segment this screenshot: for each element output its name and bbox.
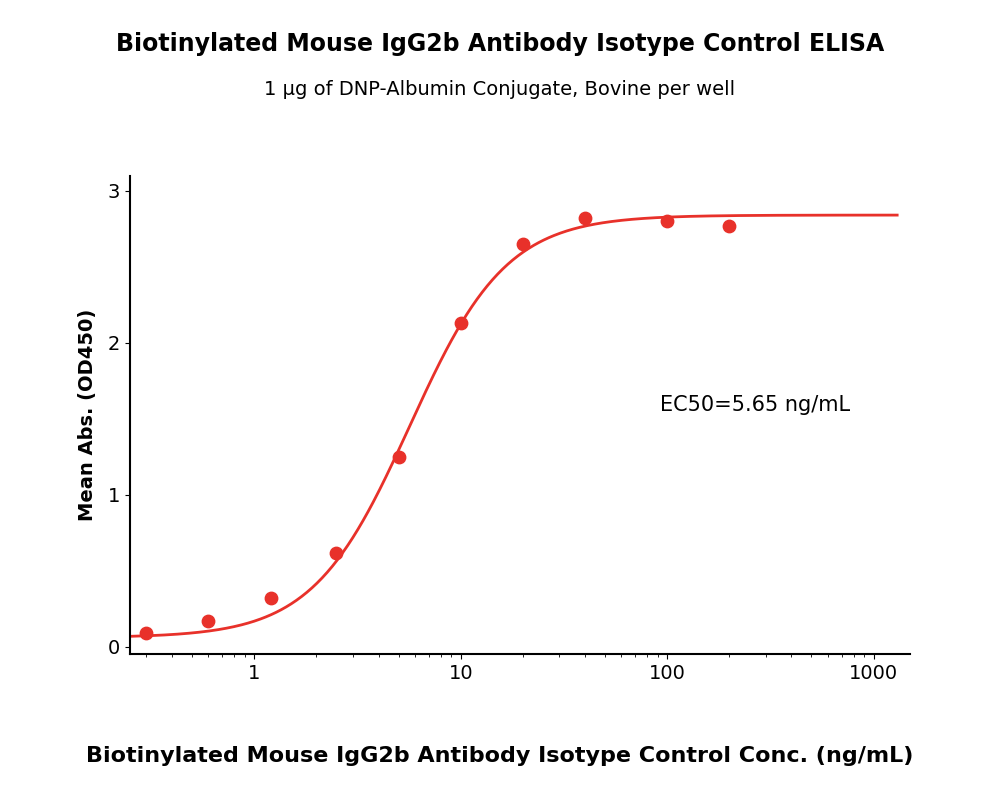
Text: Biotinylated Mouse IgG2b Antibody Isotype Control Conc. (ng/mL): Biotinylated Mouse IgG2b Antibody Isotyp… xyxy=(86,746,914,766)
Text: EC50=5.65 ng/mL: EC50=5.65 ng/mL xyxy=(660,395,851,416)
Point xyxy=(515,238,531,251)
Point xyxy=(721,219,737,232)
Point xyxy=(200,614,216,627)
Y-axis label: Mean Abs. (OD450): Mean Abs. (OD450) xyxy=(78,309,97,521)
Point xyxy=(328,546,344,559)
Point xyxy=(138,626,154,639)
Text: 1 μg of DNP-Albumin Conjugate, Bovine per well: 1 μg of DNP-Albumin Conjugate, Bovine pe… xyxy=(264,80,736,99)
Point xyxy=(659,215,675,227)
Point xyxy=(453,317,469,330)
Text: Biotinylated Mouse IgG2b Antibody Isotype Control ELISA: Biotinylated Mouse IgG2b Antibody Isotyp… xyxy=(116,32,884,56)
Point xyxy=(391,450,407,463)
Point xyxy=(263,592,279,605)
Point xyxy=(577,211,593,224)
